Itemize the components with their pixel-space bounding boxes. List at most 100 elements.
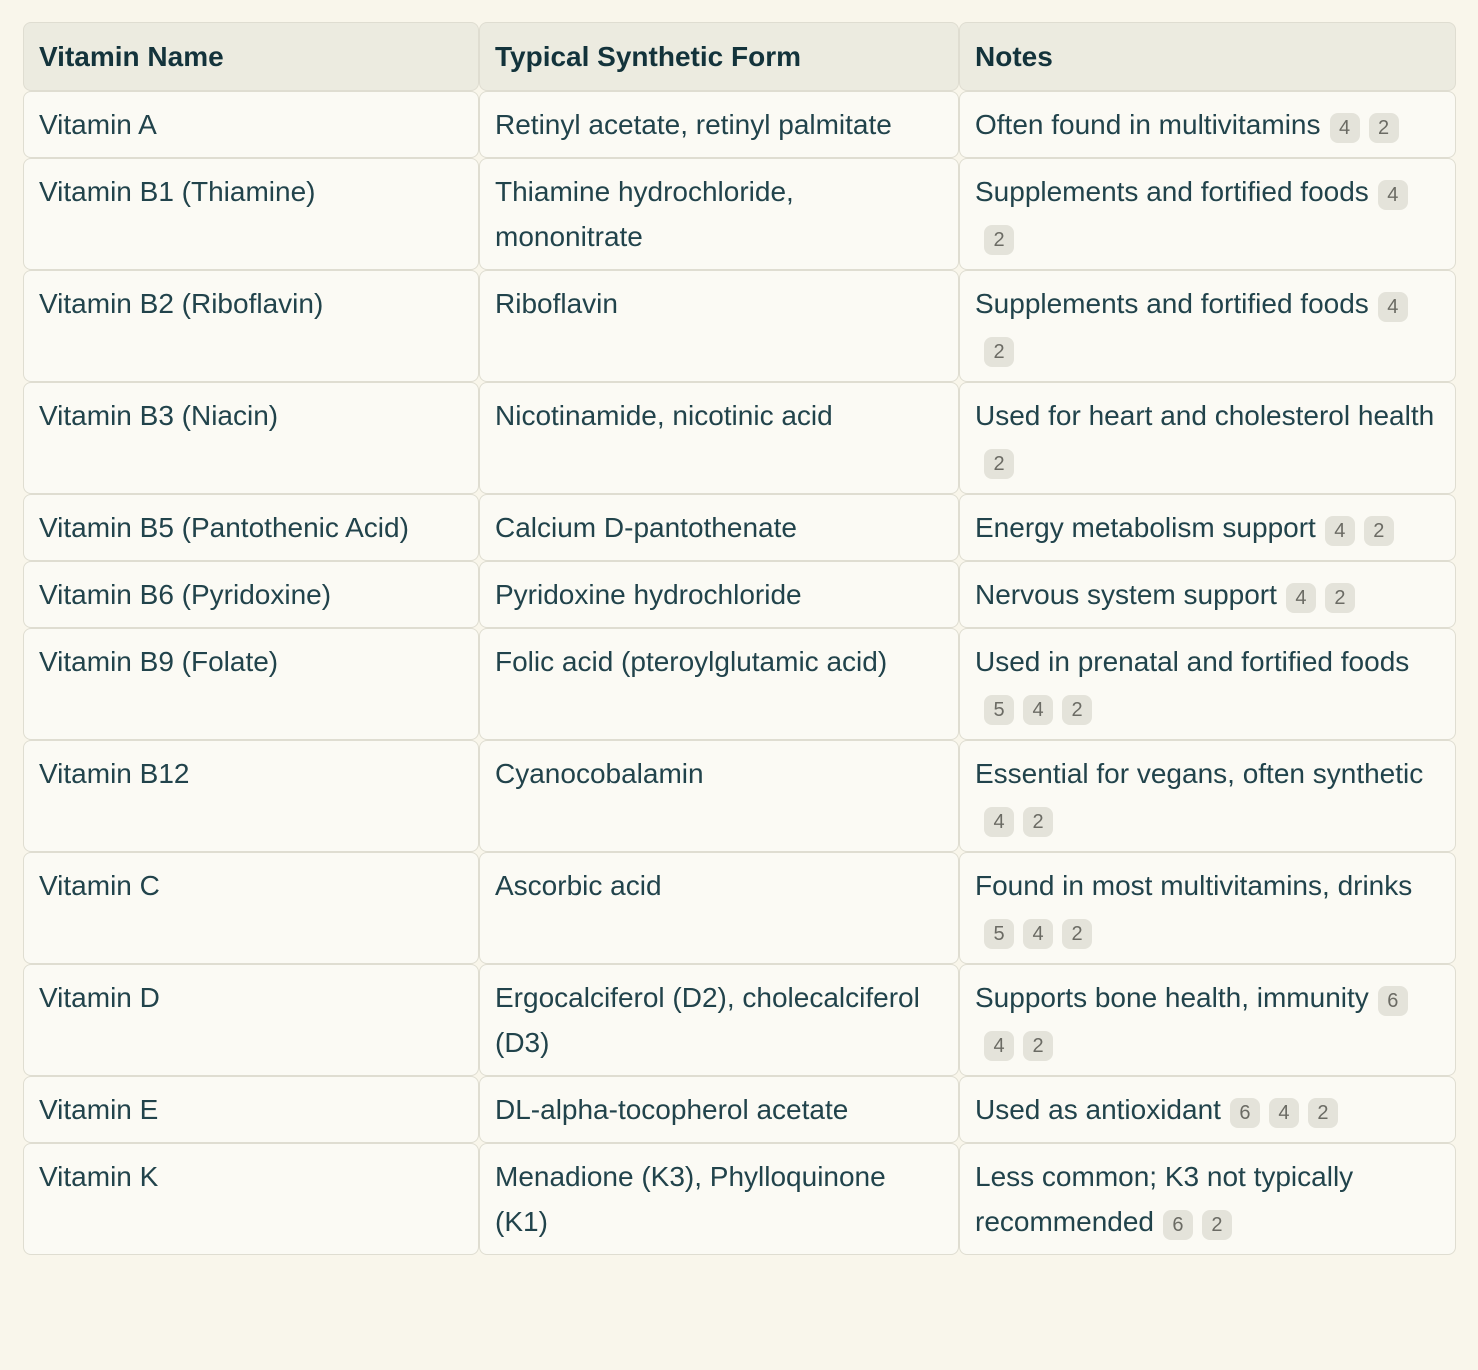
synthetic-form-text: Folic acid (pteroylglutamic acid) <box>495 646 888 677</box>
citation-badge[interactable]: 2 <box>984 449 1014 479</box>
vitamin-name-cell: Vitamin B6 (Pyridoxine) <box>23 561 479 628</box>
table-header: Vitamin Name Typical Synthetic Form Note… <box>23 22 1456 91</box>
synthetic-form-cell: Retinyl acetate, retinyl palmitate <box>479 91 959 158</box>
vitamin-name-text: Vitamin B2 (Riboflavin) <box>39 288 324 319</box>
citation-badge[interactable]: 6 <box>1377 986 1408 1016</box>
synthetic-form-text: DL-alpha-tocopherol acetate <box>495 1094 849 1125</box>
synthetic-form-cell: Pyridoxine hydrochloride <box>479 561 959 628</box>
citation-badge[interactable]: 4 <box>1268 1098 1299 1128</box>
notes-cell: Supplements and fortified foods 4 2 <box>959 158 1456 270</box>
answer-table-container: Vitamin Name Typical Synthetic Form Note… <box>23 22 1456 1255</box>
header-row: Vitamin Name Typical Synthetic Form Note… <box>23 22 1456 91</box>
note-text: Supports bone health, immunity <box>975 982 1369 1013</box>
note-text: Used in prenatal and fortified foods <box>975 646 1410 677</box>
column-header-vitamin-name: Vitamin Name <box>23 22 479 91</box>
citation-badge[interactable]: 4 <box>1023 919 1053 949</box>
synthetic-form-text: Pyridoxine hydrochloride <box>495 579 802 610</box>
citation-badge[interactable]: 2 <box>984 225 1014 255</box>
note-text: Often found in multivitamins <box>975 109 1321 140</box>
table-row: Vitamin D Ergocalciferol (D2), cholecalc… <box>23 964 1456 1076</box>
citation-badge[interactable]: 2 <box>1062 919 1092 949</box>
note-text: Nervous system support <box>975 579 1277 610</box>
citation-badge[interactable]: 6 <box>1229 1098 1260 1128</box>
table-row: Vitamin E DL-alpha-tocopherol acetate Us… <box>23 1076 1456 1143</box>
citation-badge[interactable]: 4 <box>1023 695 1053 725</box>
synthetic-form-cell: Calcium D-pantothenate <box>479 494 959 561</box>
synthetic-form-cell: DL-alpha-tocopherol acetate <box>479 1076 959 1143</box>
vitamin-name-text: Vitamin B6 (Pyridoxine) <box>39 579 332 610</box>
table-row: Vitamin B9 (Folate) Folic acid (pteroylg… <box>23 628 1456 740</box>
synthetic-form-cell: Riboflavin <box>479 270 959 382</box>
synthetic-form-text: Riboflavin <box>495 288 618 319</box>
table-row: Vitamin B6 (Pyridoxine) Pyridoxine hydro… <box>23 561 1456 628</box>
synthetic-form-text: Ergocalciferol (D2), cholecalciferol (D3… <box>495 982 920 1058</box>
vitamin-name-cell: Vitamin B12 <box>23 740 479 852</box>
notes-cell: Used for heart and cholesterol health 2 <box>959 382 1456 494</box>
vitamin-name-text: Vitamin B1 (Thiamine) <box>39 176 316 207</box>
citation-badge[interactable]: 4 <box>984 1031 1014 1061</box>
citation-badge[interactable]: 5 <box>984 919 1014 949</box>
table-row: Vitamin B12 Cyanocobalamin Essential for… <box>23 740 1456 852</box>
vitamin-name-cell: Vitamin B9 (Folate) <box>23 628 479 740</box>
note-text: Supplements and fortified foods <box>975 288 1369 319</box>
note-text: Used as antioxidant <box>975 1094 1221 1125</box>
citation-badge[interactable]: 4 <box>1377 292 1408 322</box>
citation-badge[interactable]: 4 <box>984 807 1014 837</box>
synthetic-form-cell: Nicotinamide, nicotinic acid <box>479 382 959 494</box>
citation-badge[interactable]: 2 <box>1062 695 1092 725</box>
citation-badge[interactable]: 5 <box>984 695 1014 725</box>
table-body: Vitamin A Retinyl acetate, retinyl palmi… <box>23 91 1456 1255</box>
note-text: Found in most multivitamins, drinks <box>975 870 1413 901</box>
synthetic-form-cell: Ascorbic acid <box>479 852 959 964</box>
notes-cell: Essential for vegans, often synthetic 4 2 <box>959 740 1456 852</box>
citation-badge[interactable]: 2 <box>1023 807 1053 837</box>
note-text: Less common; K3 not typically recommende… <box>975 1161 1354 1237</box>
synthetic-form-cell: Folic acid (pteroylglutamic acid) <box>479 628 959 740</box>
citation-badge[interactable]: 2 <box>1307 1098 1338 1128</box>
notes-cell: Used in prenatal and fortified foods 5 4 2 <box>959 628 1456 740</box>
note-text: Supplements and fortified foods <box>975 176 1369 207</box>
citation-badge[interactable]: 4 <box>1324 516 1355 546</box>
citation-badge[interactable]: 4 <box>1285 583 1316 613</box>
vitamin-name-cell: Vitamin E <box>23 1076 479 1143</box>
table-row: Vitamin C Ascorbic acid Found in most mu… <box>23 852 1456 964</box>
synthetic-form-cell: Thiamine hydrochloride, mononitrate <box>479 158 959 270</box>
synthetic-form-cell: Ergocalciferol (D2), cholecalciferol (D3… <box>479 964 959 1076</box>
vitamin-name-text: Vitamin B3 (Niacin) <box>39 400 279 431</box>
vitamin-name-text: Vitamin B9 (Folate) <box>39 646 279 677</box>
synthetic-form-text: Nicotinamide, nicotinic acid <box>495 400 833 431</box>
citation-badge[interactable]: 2 <box>1368 113 1399 143</box>
citation-badge[interactable]: 2 <box>1023 1031 1053 1061</box>
note-text: Energy metabolism support <box>975 512 1316 543</box>
notes-cell: Used as antioxidant 6 4 2 <box>959 1076 1456 1143</box>
note-text: Used for heart and cholesterol health <box>975 400 1435 431</box>
citation-badge[interactable]: 4 <box>1329 113 1360 143</box>
citation-badge[interactable]: 2 <box>1201 1210 1232 1240</box>
notes-cell: Found in most multivitamins, drinks 5 4 2 <box>959 852 1456 964</box>
synthetic-form-text: Retinyl acetate, retinyl palmitate <box>495 109 892 140</box>
notes-cell: Energy metabolism support 4 2 <box>959 494 1456 561</box>
table-row: Vitamin B5 (Pantothenic Acid) Calcium D-… <box>23 494 1456 561</box>
synthetic-form-text: Ascorbic acid <box>495 870 662 901</box>
table-row: Vitamin B3 (Niacin) Nicotinamide, nicoti… <box>23 382 1456 494</box>
column-header-synthetic-form: Typical Synthetic Form <box>479 22 959 91</box>
citation-badge[interactable]: 6 <box>1162 1210 1193 1240</box>
synthetic-form-text: Calcium D-pantothenate <box>495 512 797 543</box>
vitamin-name-cell: Vitamin K <box>23 1143 479 1255</box>
notes-cell: Less common; K3 not typically recommende… <box>959 1143 1456 1255</box>
vitamins-table: Vitamin Name Typical Synthetic Form Note… <box>23 22 1456 1255</box>
vitamin-name-cell: Vitamin D <box>23 964 479 1076</box>
vitamin-name-text: Vitamin D <box>39 982 160 1013</box>
citation-badge[interactable]: 2 <box>1363 516 1394 546</box>
vitamin-name-text: Vitamin C <box>39 870 160 901</box>
vitamin-name-text: Vitamin A <box>39 109 157 140</box>
note-text: Essential for vegans, often synthetic <box>975 758 1424 789</box>
citation-badge[interactable]: 4 <box>1377 180 1408 210</box>
vitamin-name-cell: Vitamin C <box>23 852 479 964</box>
citation-badge[interactable]: 2 <box>984 337 1014 367</box>
citation-badge[interactable]: 2 <box>1324 583 1355 613</box>
notes-cell: Often found in multivitamins 4 2 <box>959 91 1456 158</box>
table-row: Vitamin B1 (Thiamine) Thiamine hydrochlo… <box>23 158 1456 270</box>
vitamin-name-cell: Vitamin B2 (Riboflavin) <box>23 270 479 382</box>
